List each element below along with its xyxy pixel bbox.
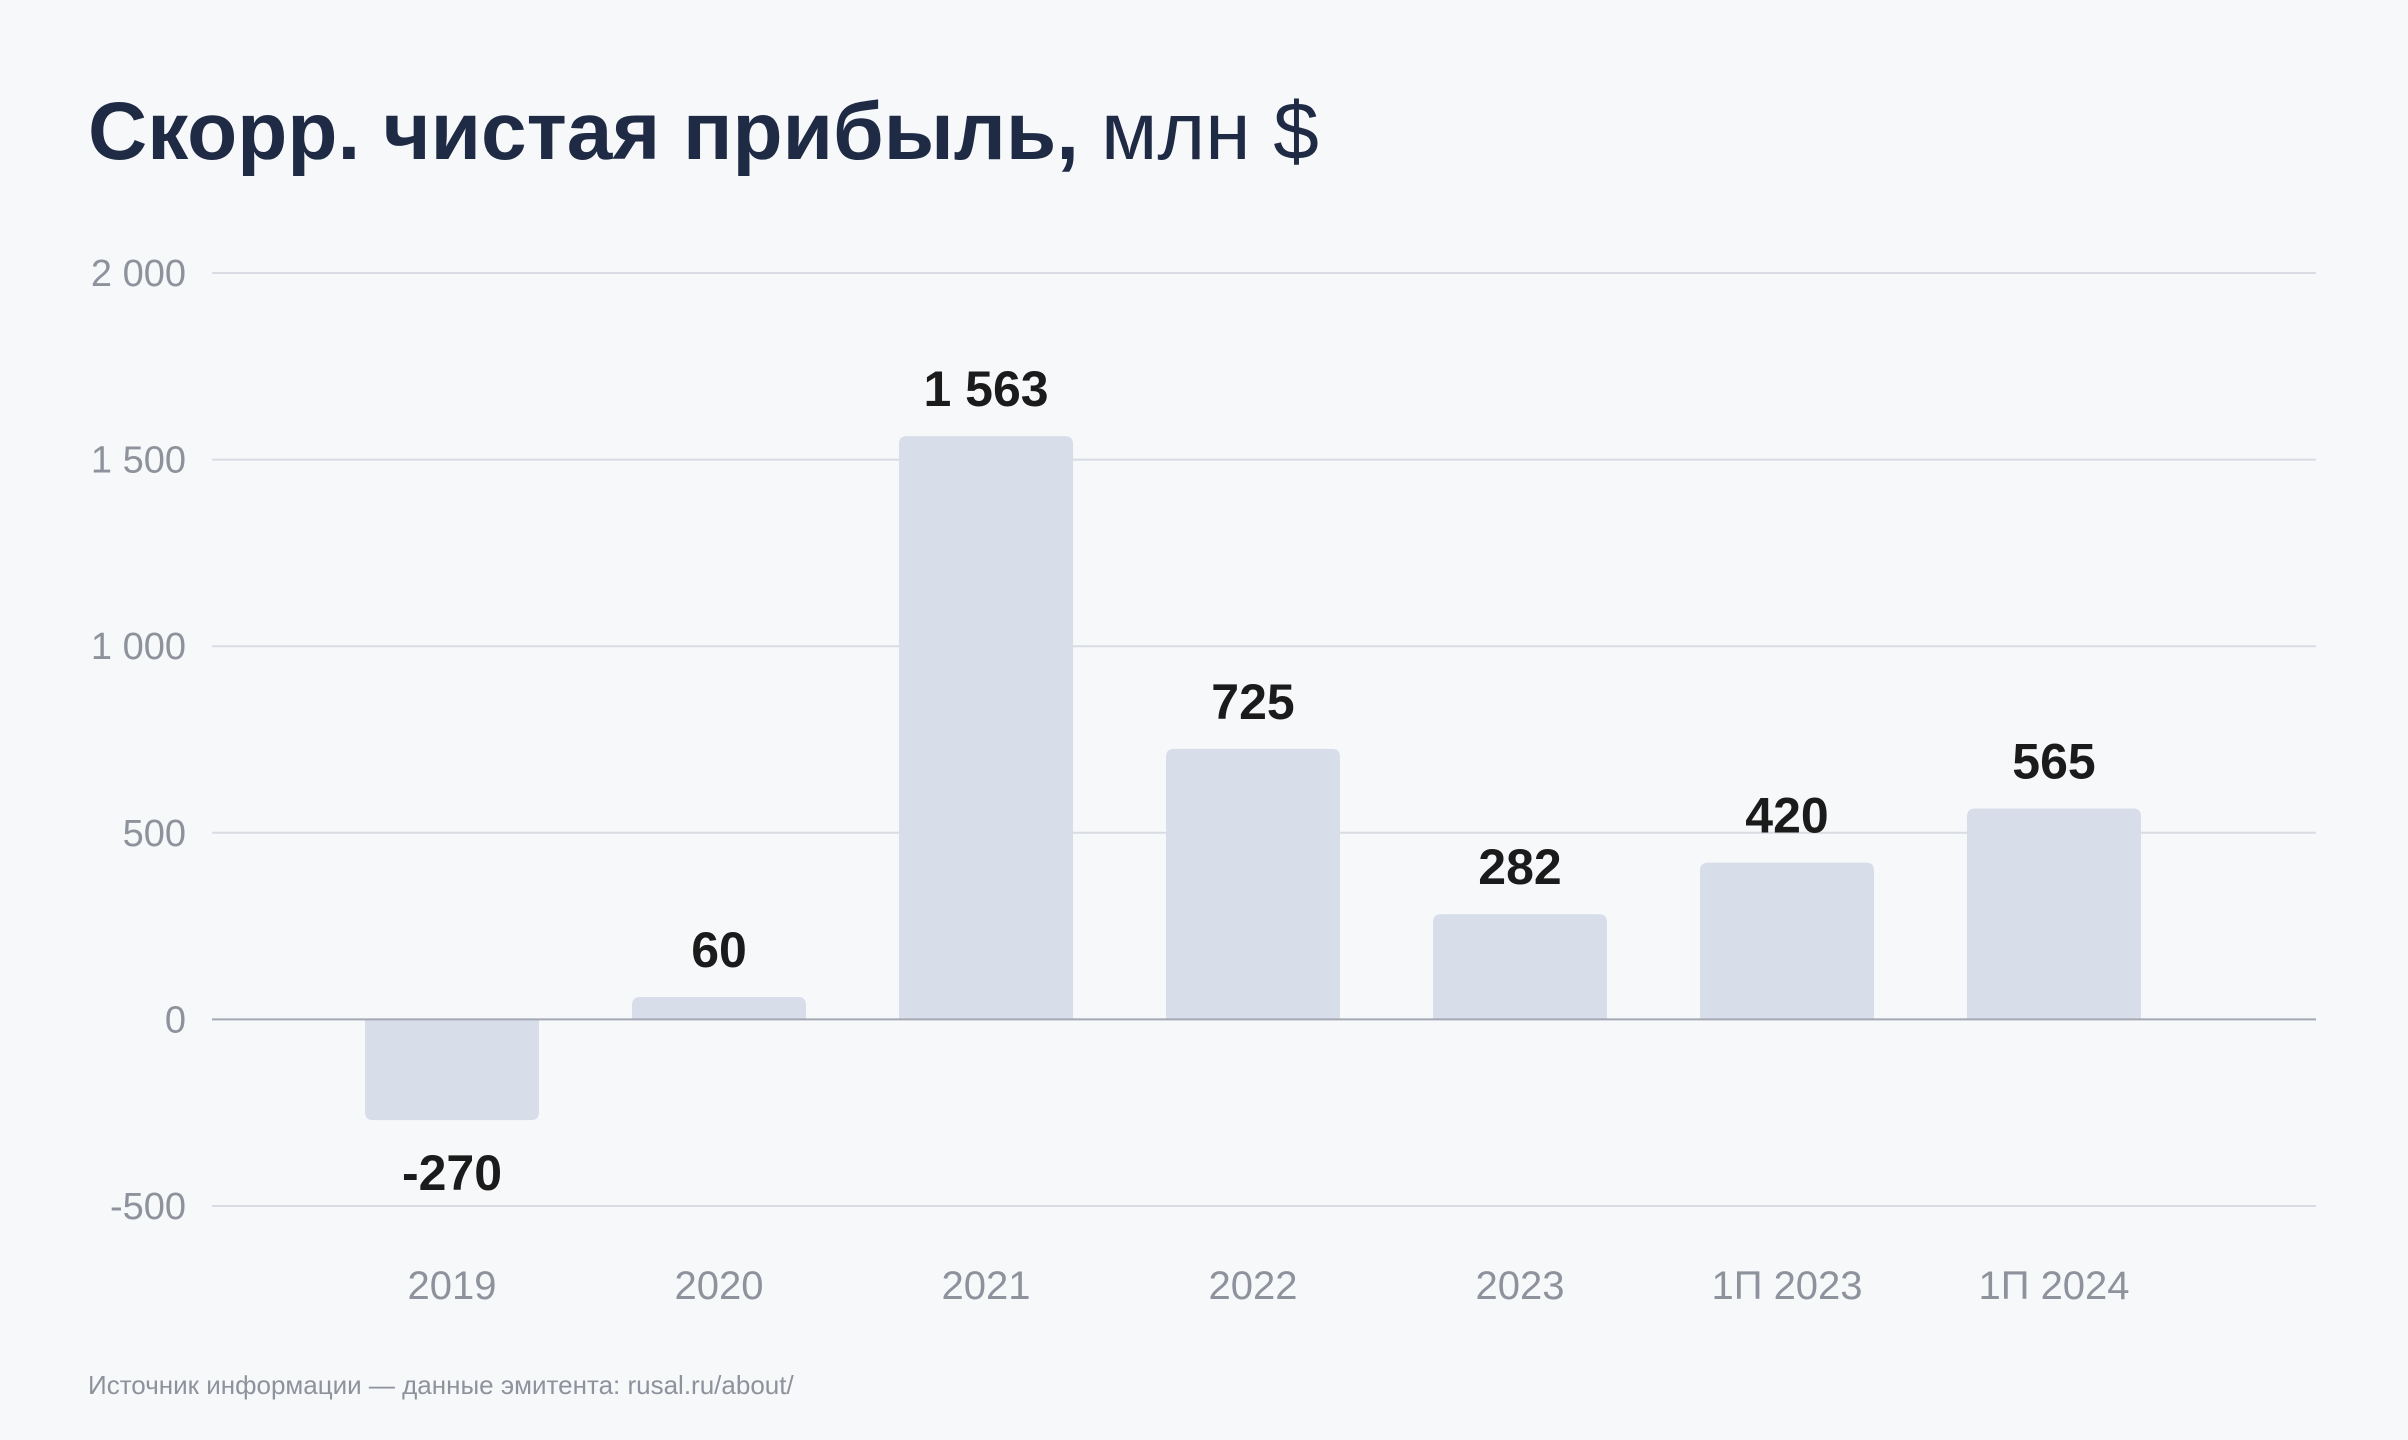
y-axis-ticks: -500 0 500 1 000 1 500 2 000 [91, 253, 186, 1228]
chart-title-main: Скорр. чистая прибыль, [88, 86, 1080, 177]
x-tick-label: 2021 [942, 1264, 1031, 1308]
data-label: 725 [1211, 674, 1294, 730]
y-tick-label: 1 000 [91, 626, 186, 668]
x-tick-label: 2019 [408, 1264, 497, 1308]
data-label: 1 563 [923, 361, 1048, 417]
bar [1967, 808, 2141, 1020]
y-tick-label: 2 000 [91, 253, 186, 295]
bar [1166, 748, 1340, 1020]
x-axis-ticks: 2019 2020 2021 2022 2023 1П 2023 1П 2024 [408, 1264, 2130, 1308]
x-tick-label: 2022 [1209, 1264, 1298, 1308]
y-tick-label: 500 [123, 813, 186, 855]
data-label: 420 [1745, 788, 1828, 844]
x-tick-label: 2020 [675, 1264, 764, 1308]
data-label: -270 [402, 1145, 502, 1201]
bars [365, 436, 2141, 1121]
grid-lines [212, 272, 2316, 1207]
chart-title-unit: млн $ [1101, 86, 1319, 177]
x-tick-label: 2023 [1476, 1264, 1565, 1308]
x-tick-label: 1П 2023 [1711, 1264, 1862, 1308]
chart-title: Скорр. чистая прибыль, млн $ [88, 82, 1319, 182]
y-tick-label: -500 [110, 1186, 186, 1228]
y-tick-label: 0 [165, 999, 186, 1041]
x-tick-label: 1П 2024 [1978, 1264, 2129, 1308]
source-note: Источник информации — данные эмитента: r… [88, 1370, 794, 1400]
data-label: 60 [691, 922, 747, 978]
bar [1433, 914, 1607, 1020]
y-tick-label: 1 500 [91, 440, 186, 482]
bar [1700, 862, 1874, 1020]
data-label: 282 [1478, 839, 1561, 895]
bar [632, 997, 806, 1020]
data-labels: -270 60 1 563 725 282 420 565 [402, 361, 2096, 1201]
bar [899, 436, 1073, 1020]
data-label: 565 [2012, 734, 2095, 790]
bar [365, 1019, 539, 1121]
